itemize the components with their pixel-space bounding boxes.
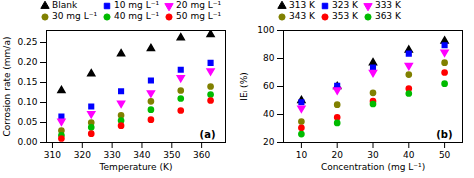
- svg-text:(b): (b): [436, 129, 452, 140]
- svg-text:100: 100: [257, 25, 274, 35]
- svg-text:20: 20: [331, 150, 343, 160]
- html-text:50 mg L⁻¹: 50 mg L⁻¹: [176, 11, 222, 21]
- svg-text:340: 340: [133, 150, 150, 160]
- html-text:313 K: 313 K: [289, 0, 315, 10]
- svg-text:Temperature (K): Temperature (K): [99, 162, 173, 172]
- html-text:20 mg L⁻¹: 20 mg L⁻¹: [176, 0, 222, 10]
- svg-text:0.05: 0.05: [17, 117, 37, 127]
- svg-text:IEᵢ (%): IEᵢ (%): [239, 72, 249, 100]
- svg-text:80: 80: [263, 53, 275, 63]
- svg-text:0.15: 0.15: [17, 77, 37, 87]
- svg-text:50: 50: [439, 150, 451, 160]
- html-text:363 K: 363 K: [374, 11, 401, 21]
- svg-text:Concentration (mg L⁻¹): Concentration (mg L⁻¹): [321, 162, 425, 172]
- html-text:Blank: Blank: [52, 0, 78, 10]
- html-text:323 K: 323 K: [332, 0, 358, 10]
- svg-text:30: 30: [367, 150, 379, 160]
- svg-text:0.00: 0.00: [17, 137, 37, 147]
- svg-text:350: 350: [163, 150, 180, 160]
- svg-text:Corrosion rate (mm/a): Corrosion rate (mm/a): [2, 37, 12, 137]
- svg-text:320: 320: [74, 150, 91, 160]
- svg-text:360: 360: [193, 150, 210, 160]
- html-text:40 mg L⁻¹: 40 mg L⁻¹: [114, 11, 160, 21]
- html-text:343 K: 343 K: [289, 11, 315, 21]
- svg-text:40: 40: [403, 150, 415, 160]
- svg-text:0.20: 0.20: [17, 57, 37, 67]
- html-text:333 K: 333 K: [374, 0, 401, 10]
- svg-text:310: 310: [44, 150, 61, 160]
- svg-text:20: 20: [263, 137, 275, 147]
- svg-text:40: 40: [263, 109, 275, 119]
- svg-text:0.25: 0.25: [17, 37, 37, 47]
- svg-text:(a): (a): [200, 129, 216, 140]
- html-text:10 mg L⁻¹: 10 mg L⁻¹: [114, 0, 160, 10]
- svg-text:10: 10: [296, 150, 308, 160]
- html-text:353 K: 353 K: [332, 11, 358, 21]
- html-text:30 mg L⁻¹: 30 mg L⁻¹: [52, 11, 97, 21]
- svg-text:330: 330: [104, 150, 121, 160]
- svg-text:0.10: 0.10: [17, 97, 37, 107]
- svg-text:60: 60: [263, 81, 275, 91]
